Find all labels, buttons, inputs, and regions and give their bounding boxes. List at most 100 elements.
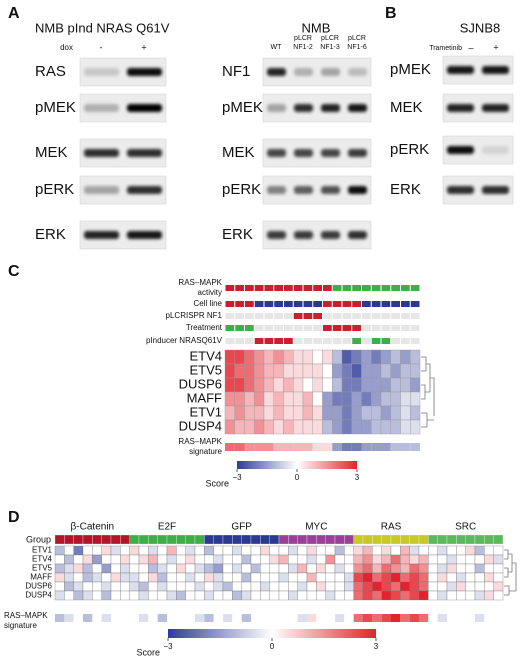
heatmap-cell	[101, 581, 112, 592]
signature-cell	[381, 443, 391, 451]
heatmap-cell	[380, 377, 391, 393]
group-cell	[306, 534, 317, 545]
blot-band	[294, 186, 313, 194]
heatmap-cell	[390, 572, 401, 583]
heatmap-cell	[254, 419, 265, 435]
heatmap-cell	[322, 363, 333, 379]
annotation-cell	[264, 313, 274, 319]
annotation-cell	[245, 313, 254, 319]
condition-label: Trametinib	[429, 45, 462, 52]
lane-label: +	[141, 42, 146, 52]
signature-cell	[195, 614, 205, 622]
heatmap-cell	[312, 349, 323, 365]
annotation-cell	[371, 313, 381, 319]
heatmap-cell	[362, 572, 373, 583]
heatmap-cell	[400, 572, 410, 583]
heatmap-cell	[82, 554, 93, 565]
heatmap-cell	[344, 563, 354, 574]
heatmap-cell	[325, 545, 336, 556]
heatmap-cell	[341, 349, 352, 365]
gene-label: ETV1	[32, 546, 53, 555]
heatmap-cell	[380, 405, 391, 421]
annotation-cell	[332, 313, 342, 319]
group-cell	[101, 534, 112, 545]
group-cell	[344, 534, 354, 545]
annotation-cell	[362, 301, 371, 307]
heatmap-cell	[110, 572, 121, 583]
annotation-cell	[323, 313, 332, 319]
heatmap-cell	[73, 572, 84, 583]
heatmap-cell	[241, 545, 252, 556]
annotation-cell	[264, 301, 274, 307]
heatmap-cell	[400, 590, 410, 601]
heatmap-cell	[484, 572, 494, 583]
annotation-cell	[391, 313, 400, 319]
protein-label: MEK	[390, 99, 423, 116]
heatmap-cell	[157, 572, 168, 583]
blot-band	[321, 231, 340, 239]
signature-cell	[484, 614, 494, 622]
heatmap-cell	[157, 545, 168, 556]
heatmap-cell	[254, 405, 265, 421]
heatmap-cell	[344, 554, 354, 565]
heatmap-cell	[418, 590, 429, 601]
heatmap-cell	[204, 590, 214, 601]
annotation-cell	[235, 338, 244, 344]
signature-cell	[101, 614, 111, 622]
annotation-cell	[401, 301, 410, 307]
signature-cell	[129, 614, 139, 622]
condition-label: dox	[60, 43, 73, 52]
group-cell	[260, 534, 270, 545]
heatmap-cell	[362, 545, 373, 556]
group-cell	[73, 534, 84, 545]
annotation-cell	[391, 325, 400, 331]
heatmap-cell	[54, 572, 65, 583]
heatmap-cell	[263, 349, 274, 365]
signature-cell	[437, 614, 447, 622]
annotation-cell	[323, 285, 332, 291]
heatmap-cell	[493, 545, 504, 556]
heatmap-cell	[283, 405, 294, 421]
signature-cell	[493, 614, 503, 622]
heatmap-cell	[250, 590, 261, 601]
heatmap-cell	[194, 572, 205, 583]
signature-cell	[332, 443, 342, 451]
group-cell	[110, 534, 121, 545]
heatmap-cell	[446, 572, 457, 583]
heatmap-cell	[254, 391, 265, 407]
protein-label: ERK	[222, 226, 253, 243]
heatmap-cell	[92, 590, 102, 601]
heatmap-cell	[341, 363, 352, 379]
annotation-cell	[274, 285, 283, 291]
signature-cell	[288, 614, 298, 622]
annotation-cell	[235, 313, 244, 319]
annotation-cell	[245, 301, 254, 307]
annotation-cell	[342, 338, 352, 344]
lane-label: pLCR	[321, 35, 339, 42]
group-cell	[493, 534, 504, 545]
heatmap-cell	[409, 590, 420, 601]
heatmap-cell	[437, 572, 448, 583]
lane-label: NF1-2	[293, 44, 313, 51]
heatmap-cell	[234, 377, 245, 393]
panel-label: C	[8, 263, 20, 280]
annotation-cell	[332, 301, 342, 307]
heatmap-cell	[120, 572, 130, 583]
heatmap-cell	[234, 405, 245, 421]
heatmap-cell	[372, 572, 382, 583]
heatmap-cell	[344, 581, 354, 592]
heatmap-cell	[176, 572, 186, 583]
heatmap-cell	[273, 349, 284, 365]
heatmap-cell	[341, 377, 352, 393]
panel-label: D	[8, 509, 20, 526]
heatmap-cell	[283, 363, 294, 379]
heatmap-cell	[456, 554, 466, 565]
heatmap-cell	[353, 563, 364, 574]
blot-band	[294, 149, 313, 157]
heatmap-cell	[306, 563, 317, 574]
signature-cell	[307, 614, 317, 622]
signature-cell	[213, 614, 223, 622]
annotation-cell	[245, 285, 254, 291]
heatmap-cell	[341, 405, 352, 421]
signature-cell	[293, 443, 303, 451]
